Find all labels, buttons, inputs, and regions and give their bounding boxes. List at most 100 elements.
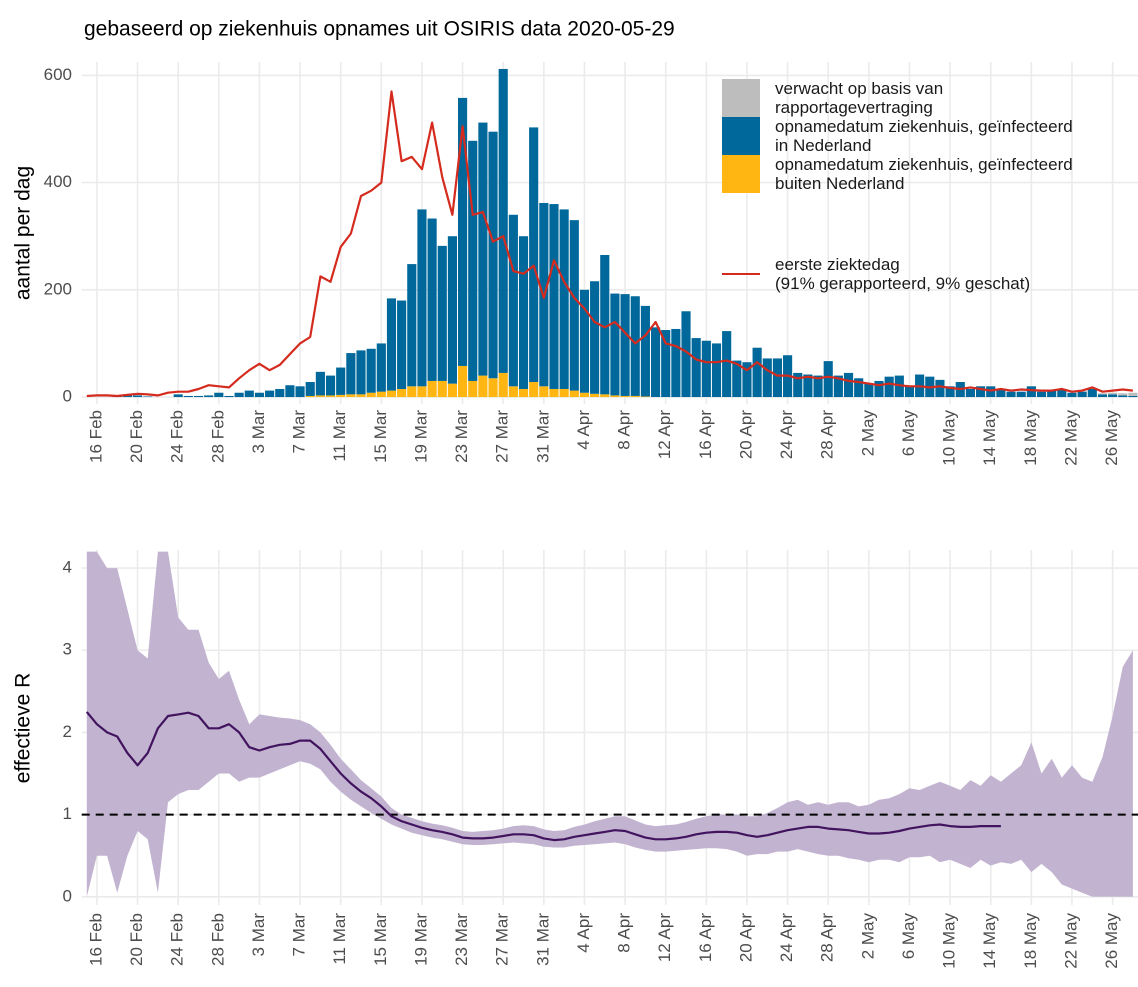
x-tick-label: 19 Mar (411, 913, 430, 966)
bar (620, 294, 630, 396)
bar (559, 388, 569, 398)
line (85, 711, 1001, 842)
x-tick-label: 23 Mar (452, 410, 471, 463)
x-tick-label: 23 Mar (452, 913, 471, 966)
bar (1047, 390, 1057, 398)
bar (427, 380, 437, 398)
x-tick-label: 20 Apr (736, 913, 755, 962)
x-tick-label: 27 Mar (493, 913, 512, 966)
bar (864, 383, 874, 398)
bar (559, 209, 569, 389)
bar (711, 343, 722, 398)
bar (356, 394, 366, 398)
x-tick-label: 24 Feb (168, 410, 187, 463)
bar (407, 386, 417, 398)
bar (498, 372, 508, 398)
bar (630, 395, 640, 398)
bar (346, 394, 356, 398)
x-tick-label: 22 May (1061, 410, 1080, 466)
bar (488, 131, 498, 379)
bar (366, 392, 376, 398)
x-tick-label: 15 Mar (371, 913, 390, 966)
bar (691, 338, 701, 398)
bar (336, 367, 346, 395)
y-axis-title: aantal per dag (12, 166, 35, 300)
bar (681, 311, 691, 398)
bar (1118, 393, 1128, 396)
bar (356, 350, 366, 395)
bar (590, 393, 600, 398)
bar (518, 388, 529, 398)
x-tick-label: 7 Mar (290, 913, 309, 957)
bar (1057, 388, 1067, 398)
bar (224, 395, 234, 398)
bar (275, 388, 285, 398)
x-tick-label: 6 May (899, 410, 918, 457)
legend-label: eerste ziektedag (91% gerapporteerd, 9% … (775, 255, 1031, 293)
bar (295, 386, 305, 398)
x-tick-label: 8 Apr (615, 410, 634, 450)
x-tick-label: 20 Feb (127, 410, 146, 463)
bar (1036, 391, 1047, 398)
bar (447, 383, 457, 398)
bar (884, 376, 894, 398)
bar (569, 220, 579, 391)
bar (366, 348, 376, 393)
y-tick-label: 0 (63, 387, 72, 406)
bar (478, 122, 488, 376)
bar (254, 392, 265, 398)
bar (386, 390, 397, 398)
bar (437, 245, 447, 381)
legend-label: opnamedatum ziekenhuis, geïnfecteerd bui… (775, 155, 1073, 193)
bar (508, 214, 518, 387)
bar (458, 365, 468, 398)
bar (1087, 388, 1097, 398)
legend-swatch (722, 255, 760, 293)
bar (529, 127, 539, 383)
bar (1128, 395, 1138, 398)
bar (376, 391, 386, 398)
bar (315, 371, 325, 396)
x-tick-label: 19 Mar (411, 410, 430, 463)
line (86, 90, 1134, 398)
bar (305, 382, 315, 396)
x-tick-label: 26 May (1102, 410, 1121, 466)
bar (752, 347, 762, 398)
bar (529, 382, 539, 398)
bar (325, 375, 336, 396)
bar (427, 218, 437, 381)
bar (468, 380, 478, 398)
bar (488, 378, 498, 398)
x-tick-label: 24 Feb (168, 913, 187, 966)
bar (1128, 392, 1138, 396)
legend-label: opnamedatum ziekenhuis, geïnfecteerd in … (775, 117, 1073, 155)
legend: verwacht op basis van rapportagevertragi… (722, 79, 1073, 293)
x-tick-label: 31 Mar (533, 913, 552, 966)
x-tick-label: 18 May (1021, 913, 1040, 969)
bar (132, 395, 143, 398)
bar (214, 392, 224, 398)
x-tick-label: 14 May (980, 913, 999, 969)
bar (508, 386, 518, 398)
bar (305, 395, 315, 398)
x-tick-label: 16 Apr (696, 913, 715, 962)
bar (143, 396, 153, 398)
bar (234, 392, 244, 398)
bar (1077, 391, 1087, 398)
bar (701, 340, 711, 398)
bar (579, 289, 590, 393)
bar (417, 386, 427, 398)
x-tick-label: 28 Apr (818, 410, 837, 459)
bar (336, 394, 346, 398)
legend-item: opnamedatum ziekenhuis, geïnfecteerd in … (722, 117, 1073, 155)
legend-swatch (722, 79, 760, 117)
bar (437, 380, 447, 398)
y-tick-label: 2 (63, 722, 72, 741)
bar (965, 388, 975, 398)
x-tick-label: 6 May (899, 913, 918, 960)
bar (569, 390, 579, 398)
bar (122, 395, 132, 398)
bar (874, 380, 884, 398)
bar (315, 395, 325, 398)
bar (600, 254, 610, 395)
